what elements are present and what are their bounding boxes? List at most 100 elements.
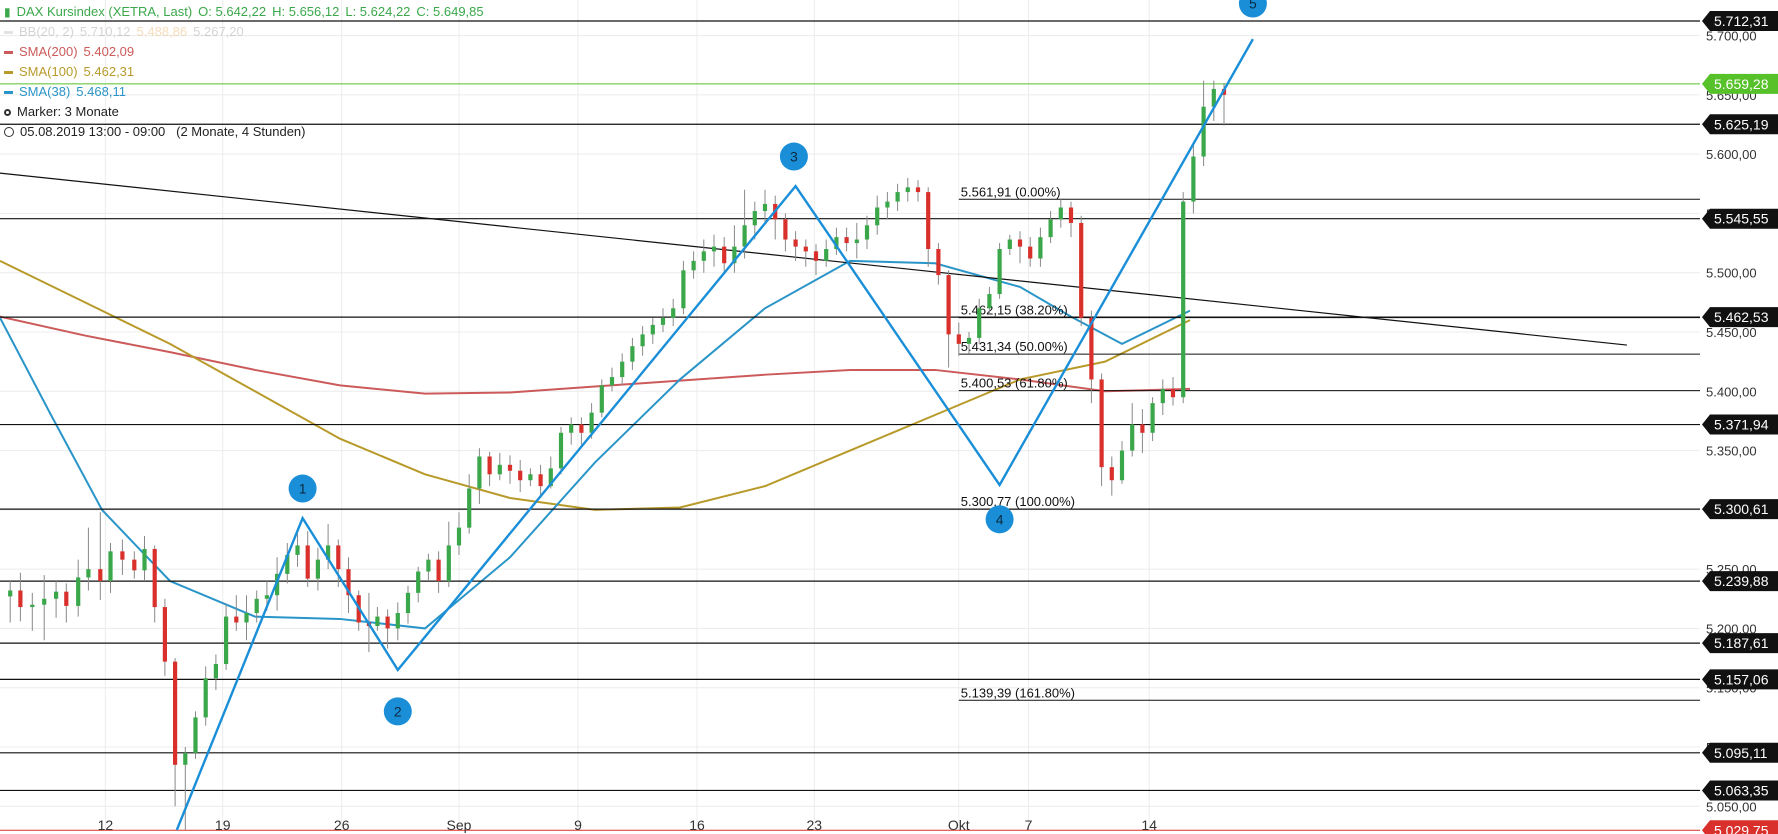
- candle-body: [1048, 219, 1053, 238]
- badge-label: 5.187,61: [1714, 635, 1769, 651]
- candlestick-icon: ▮: [4, 5, 11, 19]
- candle-body: [783, 219, 788, 240]
- candle-body: [691, 260, 696, 271]
- badge-label: 5.063,35: [1714, 782, 1769, 798]
- candle: [254, 590, 259, 623]
- wave-circle: [383, 697, 412, 726]
- candle-body: [589, 412, 594, 433]
- price-level-badge: 5.187,61: [1702, 633, 1778, 654]
- candle: [54, 581, 59, 618]
- candle-body: [956, 334, 961, 344]
- candle-body: [569, 424, 574, 433]
- moving-averages: [0, 259, 1191, 630]
- candle: [76, 559, 81, 617]
- wave-label: 3: [790, 149, 798, 165]
- ohlc-high: H: 5.656,12: [272, 4, 340, 19]
- candle-body: [630, 346, 635, 362]
- candle: [1201, 80, 1206, 166]
- price-level-badge: 5.371,94: [1702, 414, 1778, 435]
- candle: [518, 460, 523, 493]
- candle-body: [8, 590, 13, 597]
- candle: [244, 595, 249, 641]
- sma200-name: SMA(200): [19, 44, 78, 59]
- price-level-lines: [0, 20, 1700, 831]
- candle: [456, 512, 462, 555]
- legend-sma38-row[interactable]: SMA(38) 5.468,11: [4, 82, 490, 102]
- sma200-line: [0, 315, 1191, 395]
- candle: [824, 239, 829, 267]
- candle-body: [518, 470, 523, 481]
- candle-body: [1211, 88, 1216, 107]
- candle-body: [326, 545, 331, 560]
- legend-range-row[interactable]: 05.08.2019 13:00 - 09:00 (2 Monate, 4 St…: [4, 122, 490, 142]
- candle-body: [152, 548, 157, 608]
- candle-body: [18, 590, 23, 608]
- legend-sma200-row[interactable]: SMA(200) 5.402,09: [4, 42, 490, 62]
- badge-label: 5.239,88: [1714, 573, 1769, 589]
- legend-instrument-row[interactable]: ▮ DAX Kursindex (XETRA, Last) O: 5.642,2…: [4, 2, 490, 22]
- candle: [98, 512, 103, 600]
- candle: [599, 379, 604, 418]
- fib-level-label: 5.431,34 (50.00%): [961, 339, 1068, 354]
- bb-value: 5.710,12: [79, 24, 131, 39]
- candle-body: [315, 559, 320, 579]
- candle-body: [224, 616, 229, 664]
- legend-marker-row[interactable]: Marker: 3 Monate: [4, 102, 490, 122]
- candle: [691, 251, 696, 279]
- candle-body: [1038, 237, 1043, 259]
- candle: [8, 581, 13, 623]
- candle: [1028, 237, 1033, 267]
- badge-label: 5.545,55: [1714, 211, 1769, 227]
- candle-body: [98, 569, 103, 581]
- ohlc-open: O: 5.642,22: [198, 4, 267, 19]
- range-text: 05.08.2019 13:00 - 09:00 (2 Monate, 4 St…: [20, 124, 306, 139]
- candle: [711, 234, 717, 267]
- sma38-line: [0, 259, 1191, 630]
- sma38-swatch: [4, 90, 13, 94]
- candle: [507, 455, 513, 484]
- sma38-name: SMA(38): [19, 84, 71, 99]
- badge-label: 5.625,19: [1714, 116, 1769, 132]
- wave-label: 5: [1249, 0, 1257, 12]
- fib-level-label: 5.462,15 (38.20%): [961, 303, 1068, 318]
- candle: [895, 183, 900, 212]
- wave-label: 4: [996, 511, 1004, 527]
- bb-mid: 5.488,86: [136, 24, 188, 39]
- sma100-swatch: [4, 70, 13, 74]
- badge-shape: [1702, 10, 1778, 31]
- price-level-badge: 5.063,35: [1702, 780, 1778, 801]
- candle-body: [1028, 246, 1033, 259]
- candle-body: [1191, 156, 1196, 202]
- legend-sma100-row[interactable]: SMA(100) 5.462,31: [4, 62, 490, 82]
- candle: [64, 583, 69, 623]
- candle: [375, 607, 380, 631]
- candle: [844, 227, 849, 252]
- candlesticks: [8, 80, 1227, 830]
- candle-body: [416, 571, 421, 593]
- badge-shape: [1702, 307, 1778, 328]
- candle-body: [162, 607, 167, 662]
- candle: [1170, 377, 1176, 406]
- candle-body: [1079, 222, 1084, 318]
- candle: [1150, 397, 1155, 442]
- legend-bb-row[interactable]: BB(20, 2) 5.710,12 5.488,86 5.267,20: [4, 22, 490, 42]
- candle-body: [528, 474, 533, 481]
- x-tick-label: 16: [689, 817, 705, 833]
- sma100-value: 5.462,31: [83, 64, 135, 79]
- x-tick-label: 19: [215, 817, 231, 833]
- badge-shape: [1702, 414, 1778, 435]
- candle-body: [1058, 207, 1063, 220]
- x-tick-label: 23: [807, 817, 823, 833]
- candle-body: [660, 317, 666, 325]
- candle-body: [1140, 424, 1145, 433]
- candle-body: [620, 361, 625, 378]
- candle-body: [915, 187, 921, 193]
- candle: [722, 237, 727, 273]
- sma200-swatch: [4, 50, 13, 54]
- candle-body: [64, 591, 69, 606]
- trendline[interactable]: [0, 172, 1627, 346]
- price-level-badge: 5.239,88: [1702, 571, 1778, 592]
- candle-body: [599, 385, 604, 413]
